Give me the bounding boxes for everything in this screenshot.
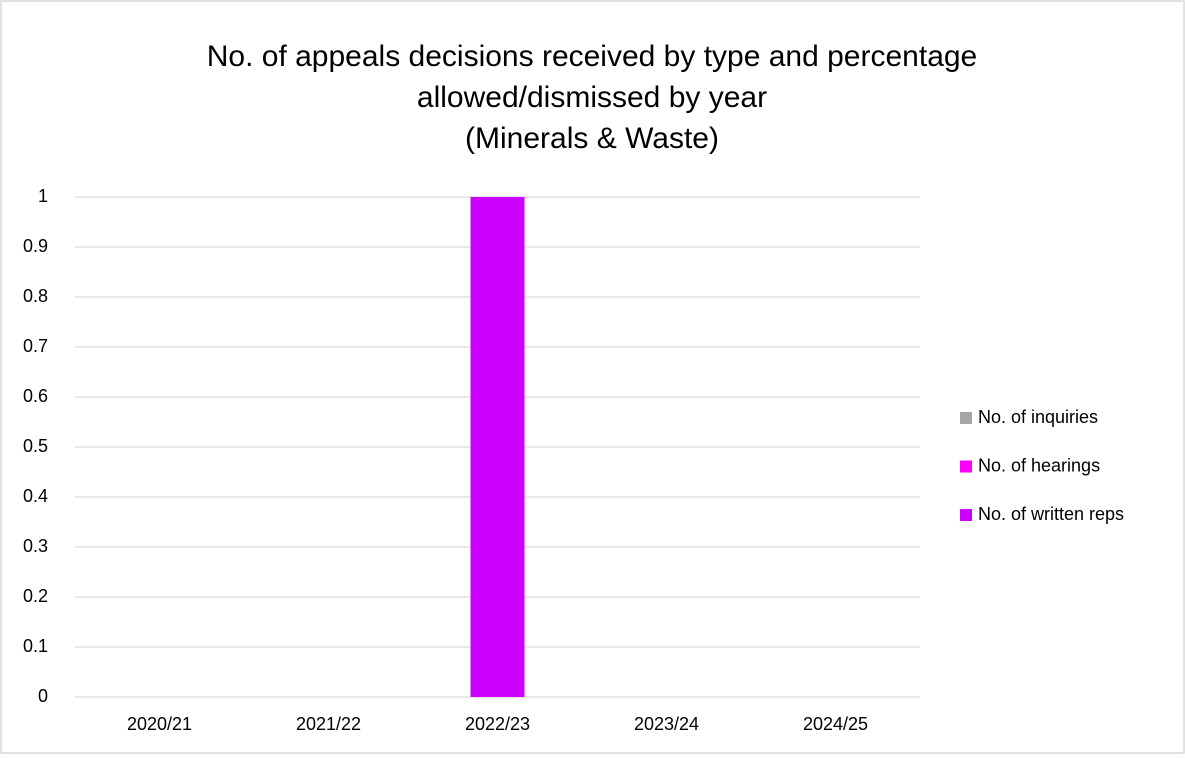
y-tick-label: 0.5 [23,436,48,456]
y-tick-label: 0.9 [23,236,48,256]
y-tick-label: 0.8 [23,286,48,306]
x-tick-label: 2022/23 [465,714,530,734]
x-tick-label: 2023/24 [634,714,699,734]
chart-title: No. of appeals decisions received by typ… [207,40,978,73]
legend-swatch [960,509,972,521]
y-tick-label: 0 [38,686,48,706]
legend-label: No. of written reps [978,504,1124,524]
legend-swatch [960,412,972,424]
x-tick-label: 2020/21 [127,714,192,734]
y-tick-label: 0.6 [23,386,48,406]
x-tick-label: 2024/25 [803,714,868,734]
x-tick-label: 2021/22 [296,714,361,734]
y-tick-label: 0.1 [23,636,48,656]
legend-label: No. of inquiries [978,407,1098,427]
y-tick-label: 0.2 [23,586,48,606]
y-tick-label: 1 [38,186,48,206]
chart-title: (Minerals & Waste) [465,122,719,155]
y-tick-label: 0.7 [23,336,48,356]
chart-title: allowed/dismissed by year [417,81,767,114]
legend-label: No. of hearings [978,455,1100,475]
y-tick-label: 0.4 [23,486,48,506]
legend-swatch [960,460,972,473]
bar-segment [470,197,525,697]
y-tick-label: 0.3 [23,536,48,556]
